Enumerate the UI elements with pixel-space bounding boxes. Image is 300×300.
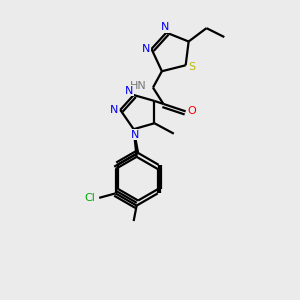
Text: N: N [161, 22, 169, 32]
Text: O: O [188, 106, 197, 116]
Text: Cl: Cl [85, 193, 96, 203]
Text: N: N [131, 130, 139, 140]
Text: HN: HN [130, 81, 147, 91]
Text: N: N [110, 105, 118, 115]
Text: N: N [125, 85, 134, 96]
Text: N: N [142, 44, 150, 54]
Text: S: S [189, 62, 196, 72]
